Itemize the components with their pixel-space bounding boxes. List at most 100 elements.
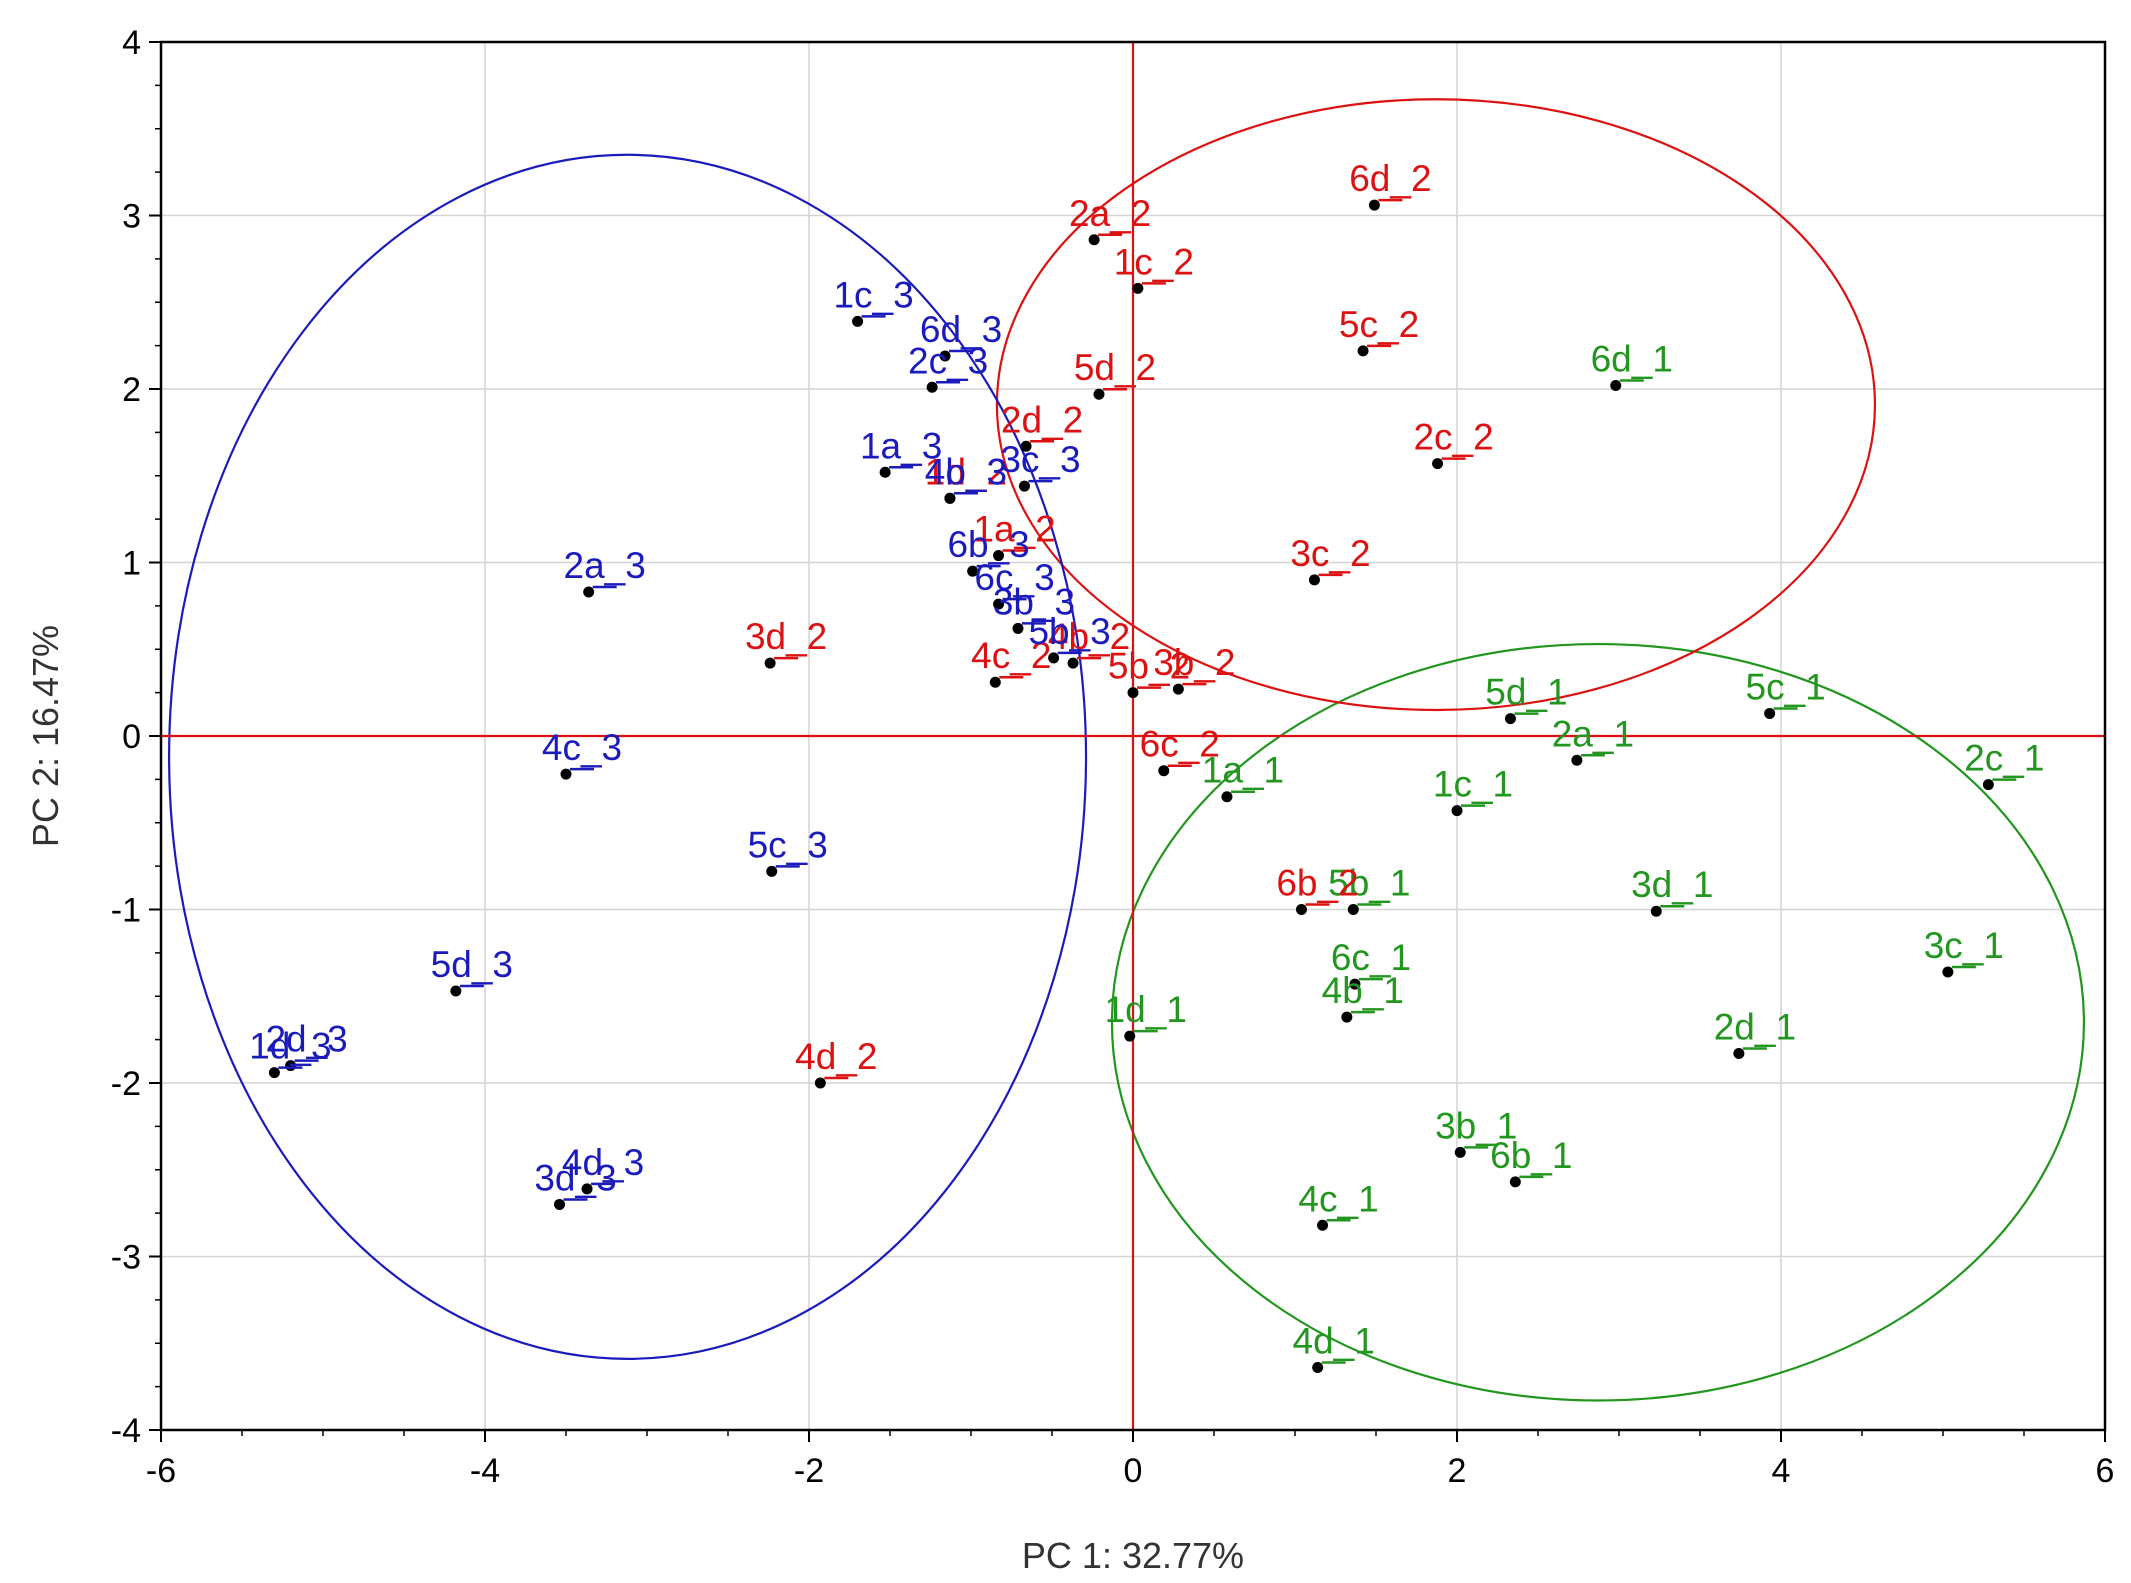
point-label: 2c_2: [1413, 417, 1493, 458]
point-label: 6c_1: [1331, 937, 1411, 978]
cluster-ellipse: [1110, 642, 2086, 1402]
point-label: 2a_2: [1069, 193, 1151, 234]
data-point: [1764, 707, 1776, 719]
point-label: 1d_3: [249, 1026, 331, 1067]
data-point: [268, 1067, 280, 1079]
point-label: 5b_3: [1028, 611, 1110, 652]
x-tick-label: 6: [2096, 1452, 2115, 1490]
data-point: [1012, 622, 1024, 634]
point-label: 1a_2: [973, 509, 1055, 550]
data-point: [814, 1077, 826, 1089]
data-point: [1088, 234, 1100, 246]
point-label: 5b_1: [1328, 863, 1410, 904]
point-label: 5c_2: [1339, 304, 1419, 345]
point-label: 4c_3: [542, 727, 622, 768]
data-point: [1020, 440, 1032, 452]
data-point: [1132, 282, 1144, 294]
data-point: [1357, 345, 1369, 357]
point-label: 5c_1: [1746, 666, 1826, 707]
point-label: 3d_2: [745, 616, 827, 657]
point-label: 1d_2: [925, 451, 1007, 492]
y-tick-label: 4: [122, 24, 141, 62]
data-point: [939, 350, 951, 362]
data-points: 6d_1 5d_1 5c_1 2a_1 2c_1 1a_1 1c_1 5b_1 3d_1 3c_1…: [249, 158, 2044, 1374]
data-point: [1295, 904, 1307, 915]
point-label: 6b_3: [947, 524, 1029, 565]
y-tick-label: 2: [122, 371, 141, 409]
data-point: [1571, 754, 1583, 766]
point-label: 6d_1: [1591, 339, 1673, 380]
cluster-ellipse: [168, 153, 1088, 1360]
data-point: [583, 586, 595, 598]
data-point: [1451, 805, 1463, 817]
data-point: [993, 598, 1005, 610]
x-tick-label: -2: [794, 1452, 824, 1490]
point-label: 2c_3: [908, 340, 988, 381]
point-label: 3c_1: [1924, 925, 2004, 966]
point-label: 5d_3: [431, 944, 513, 985]
data-point: [926, 381, 938, 393]
point-label: 4d_3: [562, 1142, 644, 1183]
data-point: [1124, 1030, 1136, 1042]
data-point: [764, 657, 776, 669]
point-label: 2a_1: [1552, 713, 1634, 754]
data-point: [993, 550, 1005, 562]
point-label: 3b_3: [993, 581, 1075, 622]
data-point: [1349, 978, 1361, 990]
y-tick-label: 1: [122, 545, 141, 583]
point-label: 6d_2: [1349, 158, 1431, 199]
point-label: 4c_1: [1298, 1178, 1378, 1219]
data-point: [1317, 1219, 1329, 1231]
x-tick-label: 4: [1772, 1452, 1791, 1490]
y-tick-label: 0: [122, 718, 141, 756]
data-point: [1172, 683, 1184, 695]
point-label: 2d_2: [1001, 399, 1083, 440]
point-label: 1c_3: [833, 274, 913, 315]
y-tick-label: -4: [111, 1412, 141, 1450]
data-point: [967, 565, 979, 577]
point-label: 6c_3: [974, 557, 1054, 598]
point-label: 1a_3: [860, 425, 942, 466]
data-point: [450, 985, 462, 997]
point-label: 2d_3: [265, 1019, 347, 1060]
point-label: 4b_1: [1322, 970, 1404, 1011]
point-label: 1a_1: [1202, 750, 1284, 791]
data-point: [1341, 1011, 1353, 1023]
point-label: 5d_1: [1485, 672, 1567, 713]
point-label: 3d_1: [1631, 864, 1713, 905]
point-label: 4d_2: [795, 1036, 877, 1077]
point-label: 6d_3: [920, 309, 1002, 350]
data-point: [1221, 791, 1233, 803]
data-point: [989, 676, 1001, 688]
data-point: [560, 768, 572, 780]
data-point: [1018, 480, 1030, 492]
data-point: [1650, 905, 1662, 917]
data-point: [1454, 1146, 1466, 1158]
data-point: [1093, 388, 1105, 400]
y-axis-label: PC 2: 16.47%: [25, 625, 66, 847]
data-point: [879, 466, 891, 478]
data-point: [944, 492, 956, 504]
data-point: [1942, 966, 1954, 978]
data-point: [766, 865, 778, 877]
point-label: 4c_2: [971, 635, 1051, 676]
data-point: [1312, 1362, 1324, 1374]
point-label: 5c_3: [748, 824, 828, 865]
point-label: 2a_3: [564, 545, 646, 586]
data-point: [554, 1198, 566, 1210]
data-point: [1308, 574, 1320, 586]
y-tick-label: -3: [111, 1239, 141, 1277]
point-label: 6b_1: [1490, 1135, 1572, 1176]
x-axis-label: PC 1: 32.77%: [1022, 1535, 1244, 1576]
data-point: [1982, 779, 1994, 791]
point-label: 1c_1: [1433, 764, 1513, 805]
data-point: [581, 1183, 593, 1195]
point-label: 1d_1: [1105, 989, 1187, 1030]
point-label: 1c_2: [1114, 241, 1194, 282]
cluster-ellipses: [168, 98, 2086, 1402]
x-tick-label: -6: [146, 1452, 176, 1490]
point-label: 3b_2: [1153, 642, 1235, 683]
reference-lines: [161, 42, 2105, 1430]
